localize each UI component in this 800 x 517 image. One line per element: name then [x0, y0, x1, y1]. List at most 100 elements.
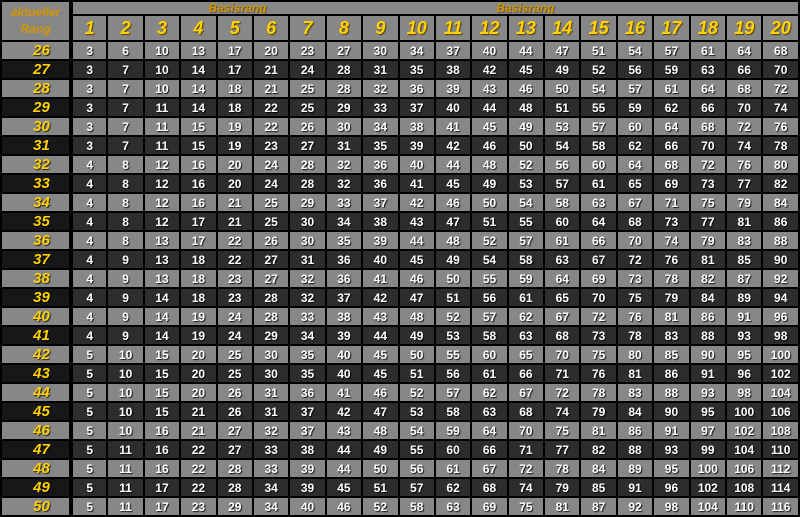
column-header-17: 17 — [652, 14, 691, 42]
value-cell: 99 — [688, 439, 728, 460]
value-cell: 10 — [142, 59, 182, 80]
value-cell: 9 — [106, 268, 145, 289]
column-header-1: 1 — [69, 14, 109, 42]
value-cell: 44 — [506, 40, 546, 61]
value-cell: 30 — [324, 116, 364, 137]
value-cell: 61 — [506, 287, 546, 308]
value-cell: 90 — [761, 249, 800, 270]
value-cell: 45 — [361, 363, 400, 384]
value-cell: 14 — [142, 306, 182, 327]
value-cell: 22 — [215, 230, 254, 251]
value-cell: 73 — [615, 268, 655, 289]
value-cell: 26 — [215, 401, 254, 422]
value-cell: 44 — [324, 458, 364, 479]
value-cell: 6 — [106, 40, 145, 61]
basisrang-label-left: Basisrang — [208, 1, 267, 15]
value-cell: 39 — [324, 325, 364, 346]
value-cell: 33 — [251, 458, 291, 479]
basisrang-band: Basisrang Basisrang — [70, 0, 800, 16]
value-cell: 4 — [69, 154, 109, 175]
value-cell: 68 — [688, 116, 728, 137]
basisrang-label-right: Basisrang — [496, 1, 555, 15]
value-cell: 72 — [688, 154, 728, 175]
value-cell: 106 — [725, 458, 764, 479]
value-cell: 37 — [397, 97, 436, 118]
value-cell: 93 — [725, 325, 764, 346]
value-cell: 31 — [324, 135, 364, 156]
value-cell: 75 — [688, 192, 728, 213]
table-row: 40 4 9 14 19 24 28 33 38 43 48 52 57 62 67 72 76 81 86 91 96 — [0, 306, 800, 327]
value-cell: 76 — [761, 116, 800, 137]
value-cell: 46 — [506, 78, 546, 99]
value-cell: 85 — [725, 249, 764, 270]
value-cell: 81 — [543, 496, 582, 517]
value-cell: 56 — [433, 363, 473, 384]
value-cell: 50 — [397, 344, 436, 365]
table-row: 35 4 8 12 17 21 25 30 34 38 43 47 51 55 60 64 68 73 77 81 86 — [0, 211, 800, 232]
column-header-6: 6 — [251, 14, 291, 42]
value-cell: 92 — [761, 268, 800, 289]
table-row: 45 5 10 15 21 26 31 37 42 47 53 58 63 68 74 79 84 90 95 100… — [0, 401, 800, 422]
value-cell: 29 — [324, 97, 364, 118]
value-cell: 53 — [543, 116, 582, 137]
value-cell: 18 — [215, 78, 254, 99]
value-cell: 74 — [652, 230, 691, 251]
value-cell: 57 — [543, 173, 582, 194]
value-cell: 7 — [106, 135, 145, 156]
value-cell: 57 — [397, 477, 436, 498]
value-cell: 24 — [251, 173, 291, 194]
value-cell: 48 — [361, 420, 400, 441]
value-cell: 54 — [615, 40, 655, 61]
value-cell: 94 — [761, 287, 800, 308]
value-cell: 65 — [543, 287, 582, 308]
value-cell: 10 — [106, 401, 145, 422]
rank-cell: 38 — [0, 268, 73, 289]
column-header-12: 12 — [470, 14, 509, 42]
value-cell: 27 — [215, 439, 254, 460]
value-cell: 57 — [652, 40, 691, 61]
value-cell: 8 — [106, 211, 145, 232]
value-cell: 79 — [543, 477, 582, 498]
value-cell: 64 — [470, 420, 509, 441]
value-cell: 79 — [652, 287, 691, 308]
value-cell: 95 — [688, 401, 728, 422]
value-cell: 56 — [615, 59, 655, 80]
value-cell: 35 — [397, 59, 436, 80]
value-cell: 5 — [69, 420, 109, 441]
value-cell: 58 — [470, 325, 509, 346]
value-cell: 15 — [179, 116, 218, 137]
value-cell: 102 — [725, 420, 764, 441]
value-cell: 29 — [288, 192, 327, 213]
value-cell: 5 — [69, 363, 109, 384]
value-cell: 72 — [579, 306, 618, 327]
value-cell: 38 — [324, 306, 364, 327]
value-cell: 82 — [761, 173, 800, 194]
value-cell: 17 — [142, 477, 182, 498]
value-cell: 4 — [69, 230, 109, 251]
value-cell: 61 — [579, 173, 618, 194]
value-cell: 108 — [761, 420, 800, 441]
value-cell: 11 — [142, 116, 182, 137]
value-cell: 42 — [361, 287, 400, 308]
value-cell: 54 — [579, 78, 618, 99]
value-cell: 44 — [397, 230, 436, 251]
value-cell: 34 — [251, 477, 291, 498]
value-cell: 55 — [506, 211, 546, 232]
value-cell: 16 — [142, 420, 182, 441]
value-cell: 97 — [688, 420, 728, 441]
value-cell: 48 — [433, 230, 473, 251]
value-cell: 104 — [761, 382, 800, 403]
value-cell: 91 — [615, 477, 655, 498]
value-cell: 116 — [761, 496, 800, 517]
value-cell: 28 — [288, 154, 327, 175]
table-row: 37 4 9 13 18 22 27 31 36 40 45 49 54 58 63 67 72 76 81 85 90 — [0, 249, 800, 270]
value-cell: 60 — [615, 116, 655, 137]
value-cell: 52 — [361, 496, 400, 517]
value-cell: 93 — [688, 382, 728, 403]
value-cell: 5 — [69, 401, 109, 422]
value-cell: 76 — [725, 154, 764, 175]
value-cell: 36 — [397, 78, 436, 99]
value-cell: 71 — [506, 439, 546, 460]
value-cell: 28 — [324, 78, 364, 99]
value-cell: 27 — [288, 135, 327, 156]
